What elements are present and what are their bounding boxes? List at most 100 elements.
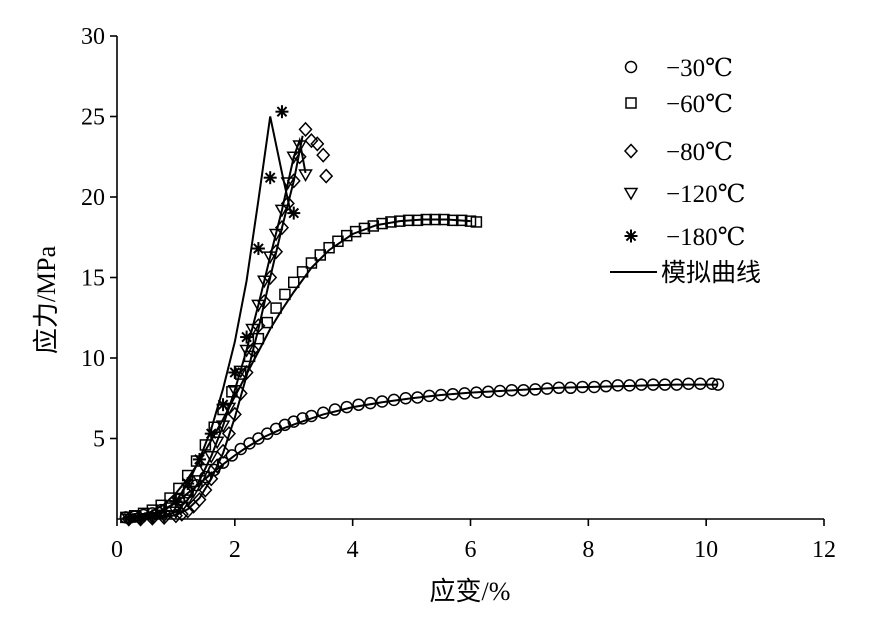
y-tick-label: 10 xyxy=(81,346,105,372)
data-point xyxy=(423,389,436,403)
series-asterisk xyxy=(122,105,301,525)
data-point xyxy=(199,439,212,451)
data-point xyxy=(564,381,577,395)
y-tick-label: 25 xyxy=(81,105,105,131)
data-point xyxy=(447,214,459,227)
data-point xyxy=(287,415,300,428)
data-point xyxy=(239,364,254,381)
data-point xyxy=(670,378,683,391)
data-point xyxy=(292,149,307,165)
data-point xyxy=(216,398,230,412)
data-point xyxy=(180,494,195,508)
data-point xyxy=(263,171,277,185)
data-point xyxy=(192,475,207,488)
data-point xyxy=(319,168,334,184)
data-point xyxy=(385,216,397,228)
data-point xyxy=(470,216,483,228)
data-point xyxy=(399,392,412,405)
data-point xyxy=(298,121,313,137)
data-point xyxy=(314,249,327,261)
data-point xyxy=(367,220,380,232)
data-point xyxy=(316,147,331,163)
data-point xyxy=(245,323,260,337)
data-point xyxy=(134,510,148,524)
data-point xyxy=(411,214,424,227)
y-tick-label: 30 xyxy=(81,24,105,50)
data-point xyxy=(349,225,362,238)
data-point xyxy=(192,452,206,466)
data-point xyxy=(174,501,190,515)
data-point xyxy=(470,386,483,399)
data-point xyxy=(298,169,313,182)
data-point xyxy=(227,384,243,398)
data-point xyxy=(268,228,284,242)
data-point xyxy=(305,257,318,269)
data-point xyxy=(540,382,554,395)
data-point xyxy=(287,206,301,220)
data-point xyxy=(411,391,424,404)
data-point xyxy=(493,384,507,398)
data-point xyxy=(682,377,695,391)
data-point xyxy=(198,482,213,498)
x-axis-title: 应变/% xyxy=(430,577,511,606)
data-point xyxy=(402,214,415,227)
data-point xyxy=(434,388,448,402)
legend-label: −30℃ xyxy=(666,55,733,82)
data-point xyxy=(646,378,660,391)
legend-symbol xyxy=(623,143,639,159)
data-markers xyxy=(119,105,725,527)
data-point xyxy=(279,288,291,301)
data-point xyxy=(245,342,260,358)
x-tick-label: 8 xyxy=(582,537,594,563)
data-point xyxy=(122,511,136,525)
data-point xyxy=(310,136,325,152)
y-axis-title: 应力/MPa xyxy=(32,245,61,354)
data-point xyxy=(251,299,266,313)
data-point xyxy=(387,393,401,407)
data-point xyxy=(305,409,318,423)
legend-label: 模拟曲线 xyxy=(661,259,761,287)
axis-ticks: 0 2 4 6 8 10 12 5 10 15 20 25 30 xyxy=(81,24,836,563)
data-point xyxy=(221,426,236,442)
data-point xyxy=(340,400,354,414)
data-point xyxy=(364,396,377,410)
data-point xyxy=(517,383,530,397)
y-tick-label: 15 xyxy=(81,266,105,292)
y-tick-label: 5 xyxy=(93,427,105,453)
data-point xyxy=(705,377,719,391)
data-point xyxy=(186,485,201,499)
data-point xyxy=(611,379,625,392)
legend-item: −80℃ xyxy=(623,139,733,166)
data-point xyxy=(174,506,189,522)
data-point xyxy=(323,241,335,254)
data-point xyxy=(208,421,220,433)
legend-label: −180℃ xyxy=(666,224,746,251)
data-point xyxy=(711,378,725,391)
data-point xyxy=(157,504,171,518)
data-point xyxy=(376,217,388,230)
data-point xyxy=(278,418,292,432)
data-point xyxy=(239,344,254,358)
data-point xyxy=(225,449,239,462)
data-point xyxy=(233,385,248,402)
data-point xyxy=(257,294,272,310)
data-point xyxy=(394,215,406,227)
data-point xyxy=(274,204,290,218)
data-point xyxy=(215,420,231,434)
data-point xyxy=(198,463,213,477)
data-point xyxy=(296,266,309,278)
fitted-curves xyxy=(122,116,718,520)
data-point xyxy=(446,387,460,401)
data-point xyxy=(599,379,613,393)
data-point xyxy=(286,151,302,165)
legend-item: 模拟曲线 xyxy=(610,259,761,287)
data-point xyxy=(304,133,319,149)
x-tick-label: 0 xyxy=(111,537,123,563)
data-point xyxy=(694,377,707,391)
data-point xyxy=(358,222,371,235)
data-point xyxy=(429,213,441,226)
x-tick-label: 10 xyxy=(694,537,718,563)
data-point xyxy=(256,275,272,289)
data-point xyxy=(438,213,450,226)
data-point xyxy=(316,406,330,419)
